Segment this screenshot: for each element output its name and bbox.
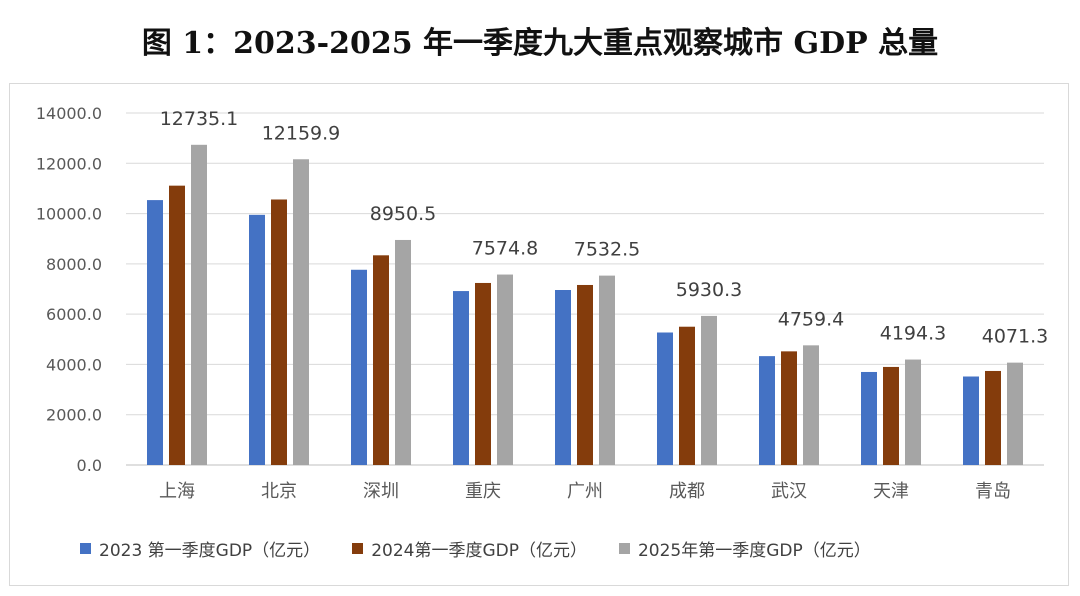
bar [905, 359, 921, 465]
bar [191, 144, 207, 465]
bar [249, 214, 265, 465]
legend-item: 2025年第一季度GDP（亿元） [618, 536, 871, 561]
bar [985, 370, 1001, 465]
data-label: 12159.9 [262, 122, 341, 144]
data-label: 12735.1 [160, 108, 239, 130]
bar [497, 274, 513, 465]
data-label: 4071.3 [982, 326, 1048, 348]
x-tick-label: 重庆 [465, 481, 501, 502]
x-tick-label: 武汉 [771, 481, 807, 502]
figure-title: 图 1：2023-2025 年一季度九大重点观察城市 GDP 总量 [141, 26, 939, 61]
legend-label: 2024第一季度GDP（亿元） [371, 541, 587, 561]
data-label: 7532.5 [574, 239, 640, 261]
bar [395, 239, 411, 465]
data-label: 8950.5 [370, 203, 436, 225]
bar [759, 356, 775, 465]
y-tick-label: 8000.0 [46, 255, 102, 274]
legend-item: 2023 第一季度GDP（亿元） [80, 536, 320, 561]
bar [657, 332, 673, 465]
bar [679, 326, 695, 465]
y-tick-label: 12000.0 [36, 154, 102, 173]
bar [373, 255, 389, 465]
x-tick-label: 广州 [567, 481, 603, 502]
x-tick-label: 深圳 [363, 481, 399, 502]
data-label: 4194.3 [880, 323, 946, 345]
bar [861, 371, 877, 465]
bar [555, 290, 571, 465]
bar [169, 185, 185, 466]
legend-label: 2023 第一季度GDP（亿元） [99, 541, 321, 561]
x-tick-label: 北京 [261, 481, 297, 502]
y-tick-label: 6000.0 [46, 305, 102, 324]
bar [701, 315, 717, 465]
data-label: 4759.4 [778, 308, 844, 330]
x-tick-label: 上海 [159, 481, 195, 502]
y-tick-label: 2000.0 [46, 406, 102, 425]
bar [803, 345, 819, 465]
bar [271, 199, 287, 465]
legend-swatch [352, 543, 364, 554]
y-tick-label: 4000.0 [46, 355, 102, 374]
x-tick-label: 成都 [669, 481, 705, 502]
bar [963, 376, 979, 465]
bar [453, 291, 469, 465]
bar [351, 269, 367, 465]
chart-frame [9, 83, 1069, 586]
y-tick-label: 14000.0 [36, 104, 102, 123]
data-label: 5930.3 [676, 279, 742, 301]
bar [883, 366, 899, 465]
bar [293, 159, 309, 465]
legend-label: 2025年第一季度GDP（亿元） [637, 541, 871, 561]
chart-legend: 2023 第一季度GDP（亿元） 2024第一季度GDP（亿元） 2025年第一季度… [80, 536, 903, 561]
bar [1007, 362, 1023, 465]
legend-item: 2024第一季度GDP（亿元） [352, 536, 587, 561]
data-label: 7574.8 [472, 238, 538, 260]
bar [577, 284, 593, 465]
bar [781, 351, 797, 465]
y-tick-label: 10000.0 [36, 205, 102, 224]
bar [147, 200, 163, 466]
legend-swatch [618, 543, 630, 554]
legend-swatch [80, 543, 91, 554]
bar [475, 282, 491, 465]
y-tick-label: 0.0 [77, 456, 102, 475]
x-tick-label: 天津 [873, 481, 909, 502]
bar [599, 275, 615, 465]
x-tick-label: 青岛 [975, 481, 1011, 502]
